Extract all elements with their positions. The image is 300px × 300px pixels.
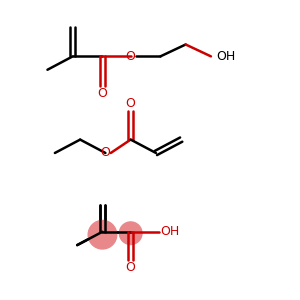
Text: O: O <box>126 50 136 63</box>
Text: O: O <box>126 98 136 110</box>
Circle shape <box>119 222 142 244</box>
Text: O: O <box>100 146 110 160</box>
Text: OH: OH <box>160 225 180 238</box>
Text: O: O <box>98 87 107 100</box>
Circle shape <box>88 220 117 249</box>
Text: OH: OH <box>216 50 236 63</box>
Text: O: O <box>126 261 136 274</box>
